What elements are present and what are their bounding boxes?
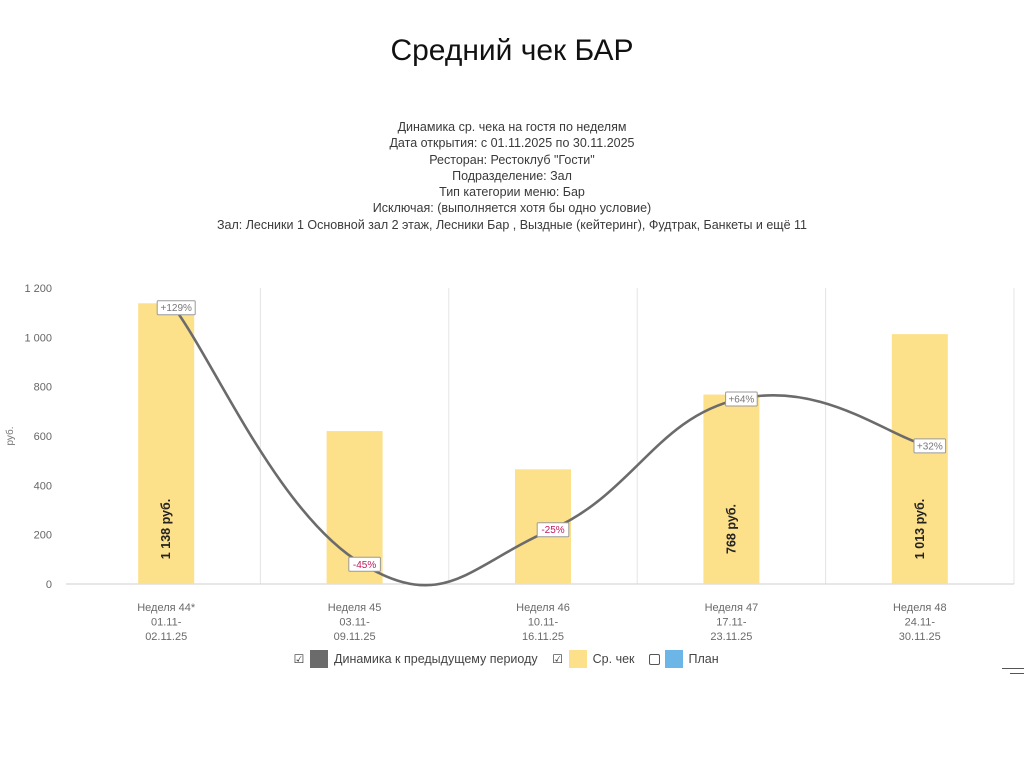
x-tick-label: 02.11.25 xyxy=(145,631,187,643)
report-header: Динамика ср. чека на гостя по неделям Да… xyxy=(0,119,1024,233)
dynamics-label-box xyxy=(725,391,758,407)
x-tick-label: 03.11- xyxy=(339,617,370,629)
chart-legend: ☑ Динамика к предыдущему периоду ☑ Ср. ч… xyxy=(293,648,733,670)
x-tick-label: 30.11.25 xyxy=(899,631,941,643)
report-restaurant: Ресторан: Рестоклуб "Гости" xyxy=(429,152,595,167)
dynamics-label-box xyxy=(348,556,381,572)
x-tick-label: 01.11- xyxy=(151,617,182,629)
report-exclusion: Исключая: (выполняется хотя бы одно усло… xyxy=(372,201,652,216)
corner-decoration xyxy=(1002,668,1024,679)
dynamics-label-box xyxy=(156,300,196,316)
report-division: Подразделение: Зал xyxy=(452,168,572,183)
bar xyxy=(891,334,948,584)
y-tick-label: 600 xyxy=(34,431,52,443)
bar xyxy=(138,303,195,584)
report-halls: Зал: Лесники 1 Основной зал 2 этаж, Лесн… xyxy=(216,217,807,232)
x-tick-label: Неделя 48 xyxy=(893,602,947,614)
bar-value-label: 1 013 руб. xyxy=(913,499,927,559)
report-date-range: Дата открытия: с 01.11.2025 по 30.11.202… xyxy=(389,136,635,151)
report-title: Динамика ср. чека на гостя по неделям xyxy=(397,120,627,134)
x-tick-label: Неделя 47 xyxy=(705,602,759,614)
y-tick-label: 400 xyxy=(34,480,52,492)
legend-swatch-avg-check xyxy=(568,650,587,668)
dynamics-label-box xyxy=(536,522,570,538)
dynamics-label: +129% xyxy=(160,303,192,314)
slide-title: Средний чек БАР xyxy=(390,34,634,67)
checkbox-checked-icon[interactable]: ☑ xyxy=(293,652,305,666)
checkbox-checked-icon[interactable]: ☑ xyxy=(552,652,564,666)
y-axis-label: руб. xyxy=(4,426,16,445)
x-tick-label: Неделя 46 xyxy=(516,602,570,614)
x-tick-label: Неделя 44* xyxy=(137,602,196,614)
dynamics-label: -25% xyxy=(541,525,564,536)
x-tick-label: 23.11.25 xyxy=(710,631,752,643)
y-tick-label: 1 200 xyxy=(24,283,52,295)
legend-item-dynamics[interactable]: ☑ Динамика к предыдущему периоду xyxy=(293,650,538,668)
bar xyxy=(703,394,760,584)
report-menu-category: Тип категории меню: Бар xyxy=(439,185,585,200)
y-tick-label: 800 xyxy=(34,382,52,394)
x-tick-label: Неделя 45 xyxy=(328,602,382,614)
x-tick-label: 17.11- xyxy=(716,617,747,629)
legend-label-avg-check: Ср. чек xyxy=(592,652,635,666)
legend-item-plan[interactable]: План xyxy=(648,650,719,668)
dynamics-label: +64% xyxy=(728,395,754,406)
x-tick-label: 16.11.25 xyxy=(522,631,564,643)
legend-label-plan: План xyxy=(688,652,719,666)
y-tick-label: 200 xyxy=(34,530,52,542)
y-tick-label: 0 xyxy=(46,579,52,591)
dynamics-label-box xyxy=(913,438,947,454)
y-tick-label: 1 000 xyxy=(24,332,52,344)
x-tick-label: 24.11- xyxy=(905,617,936,629)
legend-swatch-plan xyxy=(664,650,683,668)
dynamics-line xyxy=(173,306,929,587)
legend-swatch-dynamics xyxy=(310,650,328,668)
dynamics-label: -45% xyxy=(353,560,376,571)
bar-value-label: 768 руб. xyxy=(724,504,738,554)
checkbox-unchecked-icon[interactable] xyxy=(648,653,660,665)
x-tick-label: 10.11- xyxy=(528,617,559,629)
bar-value-label: 1 138 руб. xyxy=(159,499,173,559)
legend-item-avg-check[interactable]: ☑ Ср. чек xyxy=(552,650,635,668)
x-tick-label: 09.11.25 xyxy=(334,631,376,643)
dynamics-label: +32% xyxy=(917,441,943,452)
legend-label-dynamics: Динамика к предыдущему периоду xyxy=(334,652,538,666)
